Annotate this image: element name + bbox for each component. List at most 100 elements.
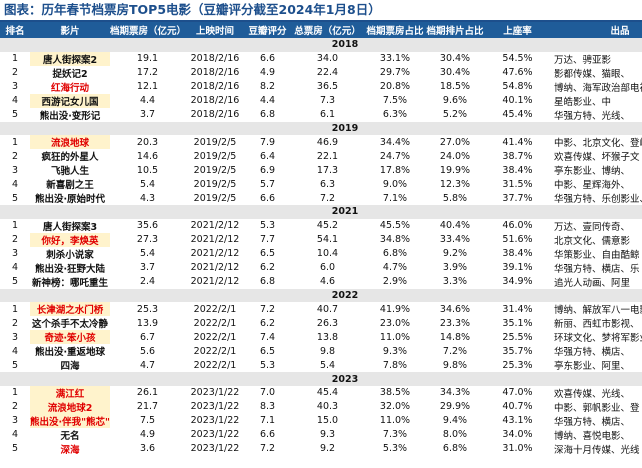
year-row: 2022	[0, 288, 642, 303]
cell: 2	[11, 67, 19, 79]
cell: 17.8%	[379, 164, 411, 176]
cell: 18.5%	[439, 81, 471, 93]
cell: 37.7%	[502, 192, 533, 204]
data-row: 5 新神榜：哪吒重生 2.4 2021/2/12 6.8 4.6 2.9% 3.3% 34.9%…	[0, 275, 642, 289]
cell: 2023/1/22	[190, 415, 240, 427]
cell: 6.3	[319, 178, 336, 190]
cell: 17.3	[316, 164, 339, 176]
cell: 25.3	[136, 303, 159, 315]
cell: 45.2	[316, 220, 339, 232]
cell: 5	[11, 276, 19, 288]
data-row: 3 熊出没·伴我"熊芯" 7.5 2023/1/22 7.1 15.0 11.0% 9.4% 4…	[0, 413, 642, 428]
cell: 7.7	[259, 234, 276, 246]
cell: 北京文化、儒意影	[554, 235, 631, 247]
cell: 2021/2/12	[190, 234, 240, 246]
year-label: 2018	[0, 38, 642, 52]
cell: 8.2	[259, 81, 276, 93]
data-row: 1 唐人街探案2 19.1 2018/2/16 6.6 34.0 33.1% 30.4% 54.…	[0, 51, 642, 66]
cell: 6.4	[259, 150, 276, 162]
cell: 3	[11, 164, 19, 176]
column-header: 上座率	[485, 22, 550, 38]
cell: 7.2	[319, 192, 336, 204]
cell: 2018/2/16	[190, 67, 240, 79]
cell: 10.4	[316, 248, 339, 260]
cell: 5	[11, 359, 19, 371]
cell: 9.3	[319, 429, 336, 441]
column-header: 档期票房占比	[365, 22, 425, 38]
cell: 24.0%	[439, 150, 471, 162]
cell: 19.1	[136, 53, 159, 65]
cell: 5.2%	[442, 109, 468, 121]
cell: 4.7	[139, 359, 156, 371]
cell: 7.2	[259, 303, 276, 315]
cell: 2023/1/22	[190, 387, 240, 399]
title: 图表：历年春节档票房TOP5电影（豆瓣评分截至2024年1月8日）	[0, 0, 642, 22]
cell: 34.8%	[379, 234, 411, 246]
cell: 华强方特、横店、	[554, 347, 631, 359]
year-row: 2021	[0, 205, 642, 219]
cell: 25.5%	[502, 331, 533, 343]
cell: 30.4%	[439, 67, 471, 79]
year-label: 2023	[0, 372, 642, 386]
film-cell: 长津湖之水门桥	[30, 302, 110, 317]
film-cell: 无名	[60, 430, 80, 442]
cell: 5.6	[139, 345, 156, 357]
cell: 追光人动画、阿里	[554, 277, 631, 289]
cell: 2018/2/16	[190, 95, 240, 107]
column-header: 上映时间	[185, 22, 245, 38]
cell: 4.6	[319, 276, 336, 288]
cell: 4.4	[259, 95, 276, 107]
cell: 环球文化、梦将军影业	[554, 333, 642, 345]
cell: 26.3	[316, 317, 339, 329]
cell: 4.9	[139, 429, 156, 441]
film-cell: 西游记女儿国	[30, 93, 110, 108]
cell: 17.2	[136, 67, 159, 79]
film-cell: 流浪地球	[30, 135, 110, 150]
cell: 51.6%	[502, 234, 533, 246]
film-cell: 熊出没·变形记	[39, 110, 101, 122]
cell: 6.6	[259, 429, 276, 441]
cell: 华强方特、光线、	[554, 110, 631, 122]
cell: 6.3%	[382, 109, 408, 121]
cell: 1	[11, 220, 19, 232]
column-header: 档期排片占比	[425, 22, 485, 38]
cell: 5.3	[259, 220, 276, 232]
cell: 13.9	[136, 317, 159, 329]
cell: 33.4%	[439, 234, 471, 246]
data-row: 1 满江红 26.1 2023/1/22 7.0 45.4 38.5% 34.3% 47.0% 欢…	[0, 385, 642, 400]
cell: 2021/2/12	[190, 248, 240, 260]
cell: 6.6	[259, 53, 276, 65]
cell: 19.9%	[439, 164, 471, 176]
cell: 34.0%	[502, 429, 533, 441]
cell: 12.3%	[439, 178, 471, 190]
cell: 31.4%	[502, 303, 533, 315]
cell: 2022/2/1	[193, 345, 237, 357]
cell: 7.3	[319, 95, 336, 107]
cell: 6.5	[259, 345, 276, 357]
column-header: 总票房（亿元）	[290, 22, 365, 38]
cell: 4.4	[139, 95, 156, 107]
cell: 38.5%	[379, 387, 411, 399]
cell: 8.3	[259, 401, 276, 413]
cell: 亭东影业、阿里、	[554, 361, 631, 373]
cell: 5.4	[139, 248, 156, 260]
data-row: 3 刺杀小说家 5.4 2021/2/12 6.5 10.4 6.8% 9.2% 38.4% 华策…	[0, 247, 642, 261]
cell: 34.4%	[379, 136, 411, 148]
cell: 3	[11, 81, 19, 93]
cell: 47.6%	[502, 67, 533, 79]
cell: 2019/2/5	[193, 150, 237, 162]
cell: 2019/2/5	[193, 136, 237, 148]
cell: 6.5	[259, 248, 276, 260]
cell: 5	[11, 443, 19, 455]
cell: 40.7%	[502, 401, 533, 413]
cell: 万达、壹同传奇、	[554, 221, 631, 233]
cell: 3	[11, 248, 19, 260]
data-row: 3 飞驰人生 10.5 2019/2/5 6.9 17.3 17.8% 19.9% 38.4% 亭…	[0, 163, 642, 178]
cell: 6.9	[259, 164, 276, 176]
cell: 华策影业、自由酷鲸	[554, 249, 640, 261]
cell: 6.2	[259, 262, 276, 274]
cell: 4	[11, 262, 19, 274]
cell: 2019/2/5	[193, 178, 237, 190]
cell: 2	[11, 317, 19, 329]
cell: 2023/1/22	[190, 401, 240, 413]
